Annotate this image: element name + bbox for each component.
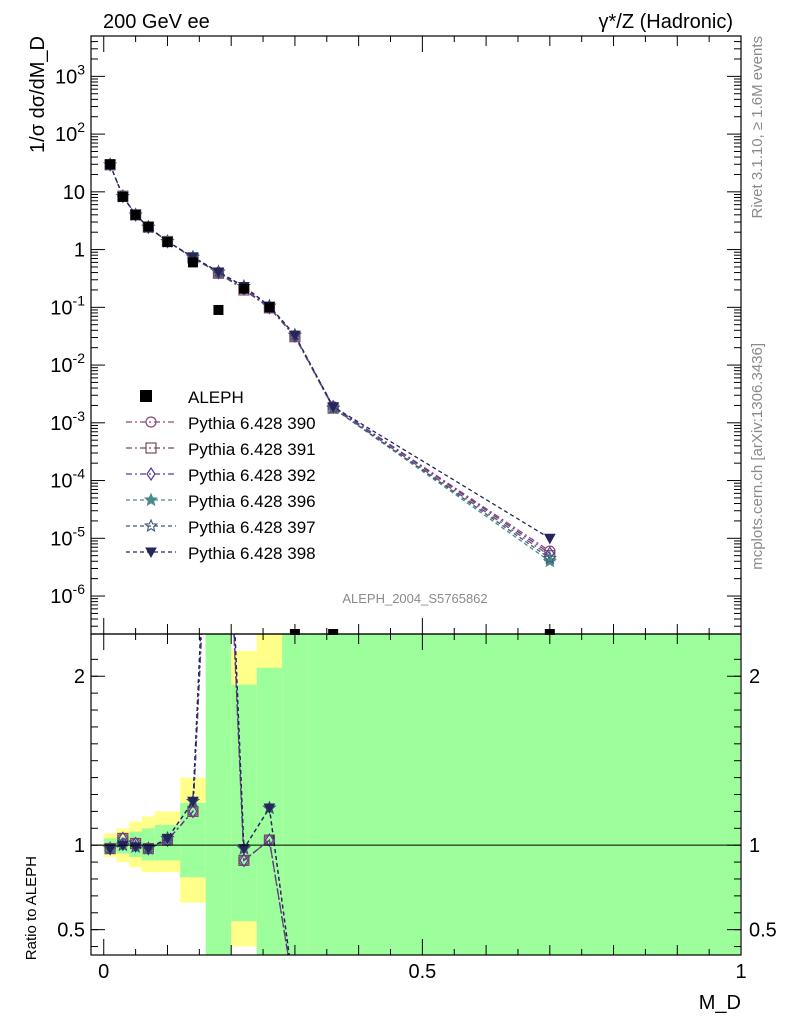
legend-label-3: Pythia 6.428 396 [188,492,316,511]
main-point-s5-10 [327,402,340,413]
aleph-point-8 [264,302,275,313]
xtick-label-1: 0.5 [408,961,436,983]
aleph-point-10 [328,629,339,635]
main-y-axis-label: 1/σ dσ/dM_D [27,36,49,153]
xtick-label-2: 1 [735,961,746,983]
side-label-top: Rivet 3.1.10, ≥ 1.6M events [749,36,766,219]
main-point-s4-11 [542,550,557,565]
main-ytick-label-7: 10 [63,182,85,204]
ratio-point-s5-3 [142,844,155,855]
ratio-ytick-label-right-2: 2 [749,666,760,688]
ratio-ytick-label-2: 2 [74,666,85,688]
main-series-line-0 [109,164,551,552]
legend-label-aleph: ALEPH [188,388,244,407]
main-point-s5-6 [212,267,225,278]
main-point-s5-9 [289,330,301,342]
main-ytick-label-3: 10-3 [50,408,85,435]
main-point-s5-11 [543,533,556,545]
watermark: ALEPH_2004_S5765862 [342,591,487,606]
ratio-series-lines [103,634,290,955]
ratio-point-s2-7 [239,853,249,868]
main-ytick-label-0: 10-6 [50,581,85,608]
ratio-ytick-label-0: 0.5 [57,920,85,942]
aleph-point-5 [187,257,198,268]
legend-marker-4 [143,518,159,533]
main-series-line-4 [109,164,551,559]
legend-marker-1 [145,442,157,454]
band-green-7 [231,684,257,922]
ratio-ytick-label-right-0: 0.5 [749,920,777,942]
ratio-point-s5-0 [104,844,116,855]
legend: ALEPH Pythia 6.428 390 Pythia 6.428 391 Pyt… [126,388,316,563]
aleph-point-6 [213,304,224,315]
band-green-5 [180,802,206,878]
aleph-point-2 [130,209,141,220]
band-green-9 [282,634,308,955]
band-green-10 [307,634,740,955]
uncertainty-bands [103,634,740,955]
ratio-point-s2-5 [188,804,198,819]
aleph-point-7 [238,283,249,294]
main-ytick-label-9: 103 [55,61,85,88]
main-ytick-label-6: 1 [74,240,85,262]
ratio-point-s5-8 [263,803,276,815]
xtick-label-0: 0 [98,961,109,983]
header-left: 200 GeV ee [103,11,210,33]
main-ytick-label-1: 10-5 [50,523,85,550]
main-ytick-label-8: 102 [55,119,85,146]
main-ytick-label-4: 10-2 [50,350,85,377]
legend-marker-3 [143,492,159,507]
main-ytick-label-5: 10-1 [50,292,85,319]
ratio-point-s5-5 [187,796,199,808]
legend-label-1: Pythia 6.428 391 [188,440,316,459]
legend-marker-0 [145,416,157,428]
header-right: γ*/Z (Hadronic) [599,11,733,33]
main-series-line-1 [109,164,551,557]
aleph-point-1 [117,191,128,202]
ratio-ytick-label-right-1: 1 [749,835,760,857]
aleph-point-0 [105,159,116,170]
main-series-line-2 [109,164,551,554]
legend-label-4: Pythia 6.428 397 [188,518,316,537]
ratio-ytick-label-1: 1 [74,835,85,857]
aleph-point-4 [162,237,173,248]
main-series-line-5 [109,164,551,539]
aleph-point-3 [143,221,154,232]
ratio-y-axis-label: Ratio to ALEPH [23,856,40,960]
x-axis-label: M_D [699,992,741,1014]
legend-marker-2 [146,466,156,482]
main-series-line-3 [109,164,551,562]
legend-marker-aleph [140,390,152,402]
legend-label-2: Pythia 6.428 392 [188,466,316,485]
band-green-6 [205,634,232,955]
side-label-bottom: mcplots.cern.ch [arXiv:1306.3436] [749,343,766,570]
legend-label-5: Pythia 6.428 398 [188,544,316,563]
main-ytick-label-2: 10-4 [50,466,85,493]
ratio-point-s5-7 [238,844,250,855]
ratio-point-s2-8 [264,833,275,848]
ratio-series-line-2 [109,634,289,955]
ratio-point-s5-4 [161,833,174,845]
legend-marker-5 [145,547,157,559]
legend-label-0: Pythia 6.428 390 [188,414,316,433]
main-series-lines [103,157,557,635]
